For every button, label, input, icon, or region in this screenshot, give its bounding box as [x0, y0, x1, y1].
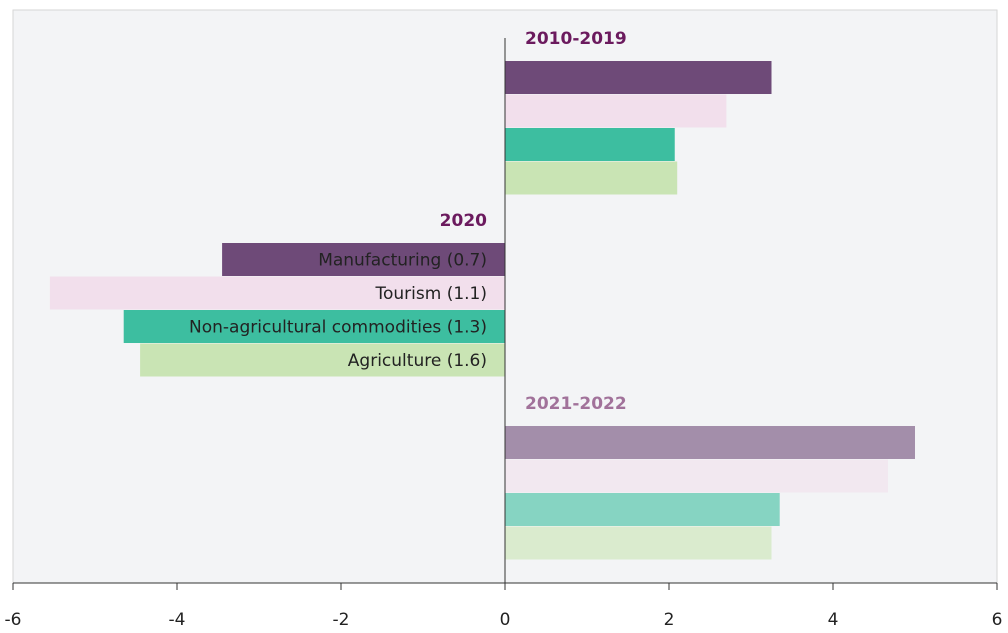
group-label: 2020 [440, 211, 487, 231]
group-label: 2010-2019 [525, 29, 627, 49]
bar [222, 243, 505, 276]
series-label: Tourism (1.1) [374, 284, 487, 304]
x-tick-label: -2 [333, 610, 350, 630]
bar [505, 459, 888, 493]
x-tick-label: 0 [500, 610, 511, 630]
x-tick-label: 6 [992, 610, 1003, 630]
x-tick-label: 2 [664, 610, 675, 630]
series-label: Agriculture (1.6) [348, 351, 487, 371]
bar [505, 94, 727, 128]
x-tick-label: -4 [169, 610, 186, 630]
bar [505, 61, 772, 94]
bar [505, 526, 772, 560]
bar [140, 343, 505, 377]
x-tick-label: -6 [5, 610, 22, 630]
bar [505, 426, 915, 459]
series-label: Manufacturing (0.7) [318, 251, 487, 271]
x-tick-label: 4 [828, 610, 839, 630]
bar [505, 493, 780, 526]
bar [505, 161, 678, 195]
group-label: 2021-2022 [525, 394, 627, 414]
series-label: Non-agricultural commodities (1.3) [189, 318, 487, 338]
bar [123, 310, 505, 343]
bar [49, 276, 506, 310]
bar [505, 128, 675, 161]
